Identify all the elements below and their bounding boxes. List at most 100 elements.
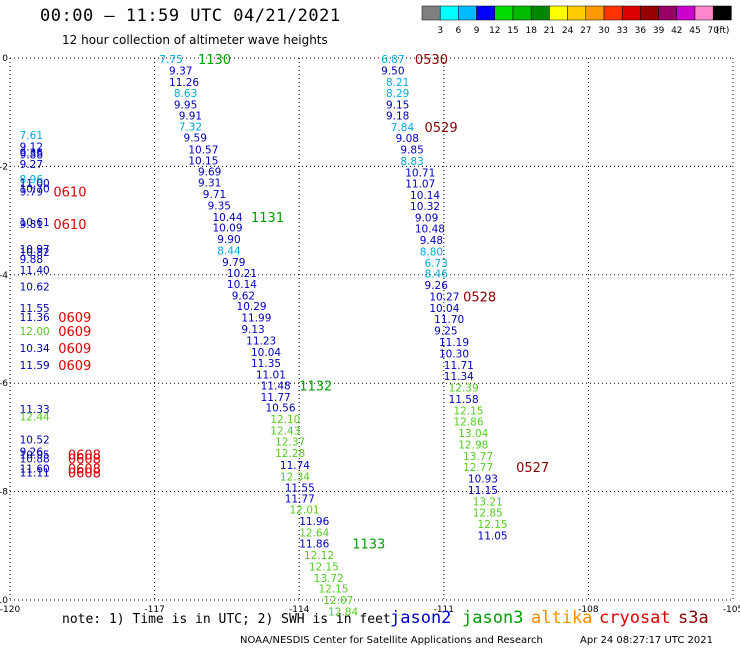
- swh-value-track-c: 9.27: [20, 159, 43, 171]
- wave-height-plot: -120 -117 -114 -111 -108 -105 0 -2 -4 -6 -8 -10 7.75…: [0, 53, 740, 618]
- color-scale-label: 18: [525, 26, 537, 36]
- swh-value-track-a: 11.23: [246, 335, 276, 347]
- swh-value-track-b: 9.15: [386, 100, 409, 112]
- color-scale-label: 6: [456, 26, 462, 36]
- pass-time-cryosat: 0609: [58, 325, 91, 340]
- swh-value-track-a: 12.34: [280, 471, 310, 483]
- swh-value-track-a: 10.09: [212, 223, 242, 235]
- legend-s3a: s3a: [678, 608, 709, 628]
- swh-value-track-a: 11.35: [251, 358, 281, 370]
- swh-value-track-a: 11.96: [299, 516, 329, 528]
- swh-value-track-c: 9.26: [20, 446, 44, 458]
- swh-value-track-c: 11.60: [20, 463, 50, 475]
- color-scale-label: 12: [489, 26, 500, 36]
- color-scale-unit: (ft): [716, 26, 730, 36]
- pass-time-cryosat: 0609: [58, 311, 91, 326]
- swh-value-track-c: 12.00: [20, 326, 50, 338]
- swh-value-track-b: 11.58: [449, 394, 479, 406]
- swh-value-track-c: 9.81: [20, 219, 43, 231]
- swh-value-track-c: 12.44: [20, 411, 50, 423]
- color-scale-label: 27: [580, 26, 591, 36]
- swh-value-track-b: 10.93: [468, 474, 498, 486]
- swh-value-track-a: 11.55: [285, 482, 315, 494]
- swh-value-track-b: 9.25: [434, 326, 457, 338]
- pass-time-jason3: 1133: [352, 538, 385, 553]
- swh-value-track-a: 9.31: [198, 178, 221, 190]
- color-scale-label: 24: [562, 26, 574, 36]
- swh-value-track-c: 11.55: [20, 303, 50, 315]
- swh-value-track-c: 10.88: [20, 454, 50, 466]
- swh-value-track-a: 12.37: [275, 437, 305, 449]
- y-tick-label: 0: [2, 54, 8, 64]
- pass-time-jason3: 1131: [251, 211, 284, 226]
- color-swatch: [712, 5, 732, 21]
- swh-value-track-b: 13.21: [473, 496, 503, 508]
- swh-value-track-a: 9.91: [179, 110, 202, 122]
- pass-time-s3a: 0529: [425, 121, 458, 136]
- pass-time-jason3: 1130: [198, 53, 231, 68]
- swh-value-track-b: 9.48: [420, 235, 443, 247]
- pass-time-cryosat: 0608: [68, 449, 101, 464]
- swh-value-track-c: 11.11: [20, 468, 50, 480]
- swh-value-track-a: 10.21: [227, 268, 257, 280]
- swh-value-track-a: 9.13: [241, 324, 264, 336]
- page-title: 00:00 – 11:59 UTC 04/21/2021: [40, 6, 341, 26]
- swh-value-track-a: 12.43: [270, 425, 300, 437]
- swh-value-track-a: 8.63: [174, 88, 197, 100]
- y-tick-label: -6: [0, 379, 8, 389]
- swh-value-track-a: 9.71: [203, 189, 226, 201]
- pass-time-s3a: 0527: [516, 461, 549, 476]
- pass-time-cryosat: 0609: [58, 342, 91, 357]
- footnote: note: 1) Time is in UTC; 2) SWH is in fe…: [62, 612, 391, 627]
- pass-time-cryosat: 0610: [53, 218, 86, 233]
- x-tick-label: -114: [289, 605, 310, 615]
- swh-value-track-b: 10.71: [405, 167, 435, 179]
- swh-value-track-c: 8.96: [20, 174, 44, 186]
- swh-value-track-a: 7.32: [179, 121, 202, 133]
- swh-value-track-a: 10.14: [227, 279, 257, 291]
- y-tick-label: -10: [0, 596, 8, 606]
- swh-value-track-b: 11.71: [444, 360, 474, 372]
- swh-value-track-a: 10.15: [188, 155, 218, 167]
- legend-jason2: jason2: [390, 608, 452, 628]
- swh-value-track-b: 12.98: [458, 439, 488, 451]
- swh-value-track-c: 10.70: [20, 184, 50, 196]
- swh-value-track-a: 11.99: [241, 313, 271, 325]
- swh-value-track-b: 6.87: [381, 54, 404, 66]
- swh-value-track-b: 8.80: [420, 246, 443, 258]
- swh-value-track-b: 11.07: [405, 179, 435, 191]
- swh-value-track-b: 12.39: [449, 383, 479, 395]
- swh-value-track-b: 11.15: [468, 485, 498, 497]
- color-scale-label: 3: [437, 26, 443, 36]
- swh-value-track-b: 12.15: [453, 405, 483, 417]
- swh-value-track-c: 9.88: [20, 254, 43, 266]
- swh-value-track-a: 9.37: [169, 65, 192, 77]
- pass-time-cryosat: 0608: [68, 462, 101, 477]
- swh-value-track-c: 7.61: [20, 130, 43, 142]
- swh-value-track-b: 10.04: [429, 303, 459, 315]
- x-tick-label: -105: [723, 605, 740, 615]
- swh-value-track-a: 12.28: [275, 448, 305, 460]
- swh-value-track-a: 12.01: [290, 504, 320, 516]
- swh-value-track-b: 9.50: [381, 65, 404, 77]
- swh-value-track-a: 9.69: [198, 166, 221, 178]
- y-tick-label: -2: [0, 162, 8, 172]
- swh-value-track-b: 9.18: [386, 110, 409, 122]
- swh-value-track-c: 11.33: [20, 404, 50, 416]
- credit-text: NOAA/NESDIS Center for Satellite Applica…: [240, 635, 543, 646]
- color-scale-label: 45: [689, 26, 700, 36]
- pass-time-cryosat: 0610: [53, 185, 86, 200]
- swh-value-track-b: 8.21: [386, 77, 409, 89]
- color-scale-label: 42: [671, 26, 682, 36]
- swh-value-track-a: 12.07: [323, 595, 353, 607]
- swh-value-track-a: 9.79: [222, 257, 245, 269]
- color-scale-label: 39: [653, 26, 665, 36]
- swh-value-track-b: 13.04: [458, 428, 488, 440]
- swh-value-track-b: 10.48: [415, 224, 445, 236]
- swh-value-track-a: 8.44: [217, 245, 241, 257]
- swh-value-track-b: 8.29: [386, 88, 409, 100]
- swh-value-track-a: 10.29: [237, 301, 267, 313]
- swh-value-track-a: 11.77: [261, 392, 291, 404]
- swh-value-track-c: 9.36: [20, 147, 44, 159]
